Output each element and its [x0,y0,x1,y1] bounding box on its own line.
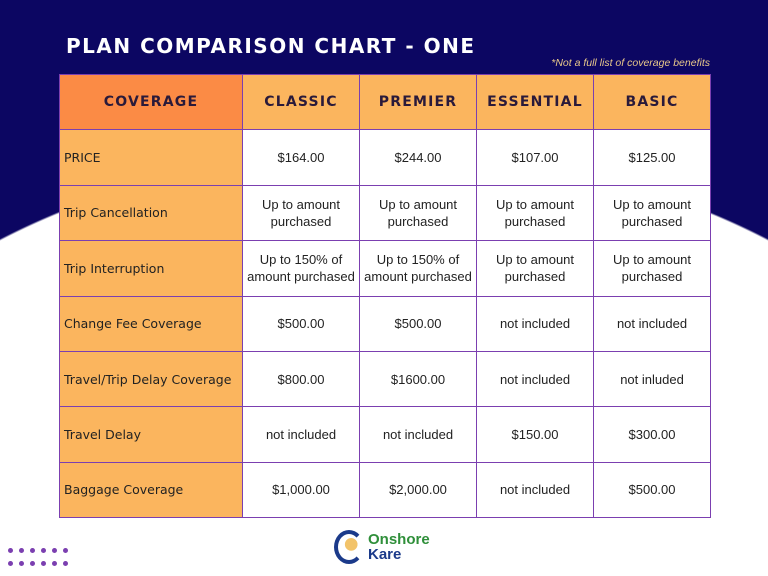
table-row: Change Fee Coverage $500.00 $500.00 not inc… [59,295,711,352]
table-cell: Up to amount purchased [476,240,594,297]
row-label: Baggage Coverage [59,461,243,519]
disclaimer-note: *Not a full list of coverage benefits [551,57,710,69]
table-cell: $300.00 [593,406,711,463]
table-cell: not inluded [593,350,711,408]
logo-icon [334,530,364,564]
table-cell: $500.00 [242,295,360,352]
header-classic: CLASSIC [242,73,360,131]
table-cell: Up to amount purchased [593,240,711,297]
table-row: Baggage Coverage $1,000.00 $2,000.00 not in… [59,461,711,519]
row-label: Travel/Trip Delay Coverage [59,350,243,408]
table-cell: $1,000.00 [242,461,360,519]
table-row: Trip Interruption Up to 150% of amount pu… [59,240,711,297]
table-cell: $1600.00 [359,350,477,408]
row-label: Trip Cancellation [59,184,243,242]
table-cell: not included [359,406,477,463]
onshore-kare-logo: Onshore Kare [334,530,430,564]
table-cell: not included [593,295,711,352]
table-cell: Up to amount purchased [476,184,594,242]
decorative-dots [8,548,74,566]
header-coverage: COVERAGE [59,73,243,131]
table-cell: $164.00 [242,129,360,186]
comparison-table: COVERAGE CLASSIC PREMIER ESSENTIAL BASIC… [59,73,711,519]
header-essential: ESSENTIAL [476,73,594,131]
table-cell: $125.00 [593,129,711,186]
table-row: Travel Delay not included not included $150… [59,406,711,463]
header-premier: PREMIER [359,73,477,131]
table-cell: $500.00 [593,461,711,519]
row-label: Change Fee Coverage [59,295,243,352]
table-cell: $500.00 [359,295,477,352]
table-cell: Up to 150% of amount purchased [359,240,477,297]
table-row: PRICE $164.00 $244.00 $107.00 $125.00 [59,129,711,186]
header-row: COVERAGE CLASSIC PREMIER ESSENTIAL BASIC [59,73,711,131]
table-cell: not included [242,406,360,463]
table-cell: not included [476,461,594,519]
logo-line1: Onshore [368,531,430,548]
page-title: PLAN COMPARISON CHART - ONE [66,34,476,58]
table-cell: $150.00 [476,406,594,463]
table-cell: Up to amount purchased [359,184,477,242]
table-row: Trip Cancellation Up to amount purchased U… [59,184,711,242]
table-cell: $107.00 [476,129,594,186]
table-cell: Up to amount purchased [242,184,360,242]
table-cell: Up to 150% of amount purchased [242,240,360,297]
table-cell: $2,000.00 [359,461,477,519]
row-label: PRICE [59,129,243,186]
table-cell: not included [476,350,594,408]
table-cell: $800.00 [242,350,360,408]
table-cell: not included [476,295,594,352]
table-cell: Up to amount purchased [593,184,711,242]
row-label: Trip Interruption [59,240,243,297]
table-cell: $244.00 [359,129,477,186]
header-basic: BASIC [593,73,711,131]
table-row: Travel/Trip Delay Coverage $800.00 $1600.0… [59,350,711,408]
row-label: Travel Delay [59,406,243,463]
logo-line2: Kare [368,546,402,563]
